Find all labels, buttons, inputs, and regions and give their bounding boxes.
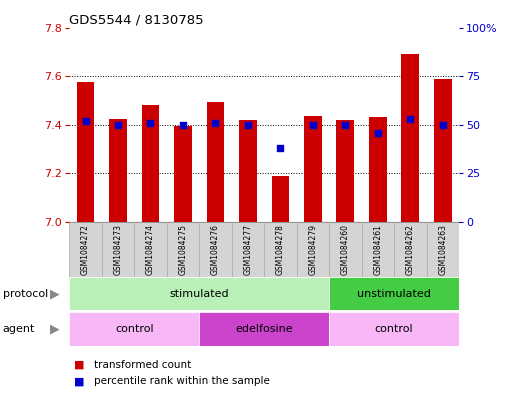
Text: agent: agent [3, 324, 35, 334]
Text: GSM1084261: GSM1084261 [373, 224, 382, 275]
Bar [329, 312, 459, 346]
Point [309, 122, 317, 128]
Text: GSM1084279: GSM1084279 [308, 224, 318, 275]
Text: percentile rank within the sample: percentile rank within the sample [94, 376, 270, 386]
Text: GSM1084272: GSM1084272 [81, 224, 90, 275]
Bar [199, 222, 232, 277]
Text: ■: ■ [74, 360, 85, 370]
Text: protocol: protocol [3, 289, 48, 299]
Text: GSM1084262: GSM1084262 [406, 224, 415, 275]
Text: control: control [115, 324, 153, 334]
Text: GSM1084274: GSM1084274 [146, 224, 155, 275]
Bar [271, 176, 289, 222]
Text: GDS5544 / 8130785: GDS5544 / 8130785 [69, 14, 204, 27]
Point [244, 122, 252, 128]
Bar [207, 102, 224, 222]
Text: ▶: ▶ [50, 323, 60, 336]
Text: GSM1084263: GSM1084263 [439, 224, 447, 275]
Bar [199, 312, 329, 346]
Bar [369, 118, 387, 222]
Bar [69, 222, 102, 277]
Text: GSM1084260: GSM1084260 [341, 224, 350, 275]
Bar [329, 222, 362, 277]
Bar [174, 126, 192, 222]
Point [114, 122, 122, 128]
Bar [167, 222, 199, 277]
Text: stimulated: stimulated [169, 289, 229, 299]
Point [277, 145, 285, 151]
Text: GSM1084277: GSM1084277 [244, 224, 252, 275]
Point [82, 118, 90, 124]
Bar [142, 105, 160, 222]
Point [439, 122, 447, 128]
Bar [232, 222, 264, 277]
Bar [134, 222, 167, 277]
Bar [239, 120, 257, 222]
Bar [362, 222, 394, 277]
Text: unstimulated: unstimulated [357, 289, 431, 299]
Text: ▶: ▶ [50, 287, 60, 300]
Bar [304, 116, 322, 222]
Bar [69, 312, 199, 346]
Bar [394, 222, 427, 277]
Bar [402, 54, 419, 222]
Point [341, 122, 349, 128]
Text: GSM1084278: GSM1084278 [276, 224, 285, 275]
Bar [102, 222, 134, 277]
Bar [329, 277, 459, 310]
Bar [69, 277, 329, 310]
Point [374, 129, 382, 136]
Bar [337, 120, 354, 222]
Bar [264, 222, 297, 277]
Text: GSM1084273: GSM1084273 [113, 224, 123, 275]
Text: edelfosine: edelfosine [235, 324, 293, 334]
Text: ■: ■ [74, 376, 85, 386]
Point [179, 122, 187, 128]
Text: GSM1084275: GSM1084275 [179, 224, 187, 275]
Bar [109, 119, 127, 222]
Bar [297, 222, 329, 277]
Text: GSM1084276: GSM1084276 [211, 224, 220, 275]
Point [211, 120, 220, 126]
Text: transformed count: transformed count [94, 360, 191, 370]
Bar [76, 82, 94, 222]
Bar [434, 79, 452, 222]
Bar [427, 222, 459, 277]
Text: control: control [375, 324, 413, 334]
Point [146, 120, 154, 126]
Point [406, 116, 415, 122]
